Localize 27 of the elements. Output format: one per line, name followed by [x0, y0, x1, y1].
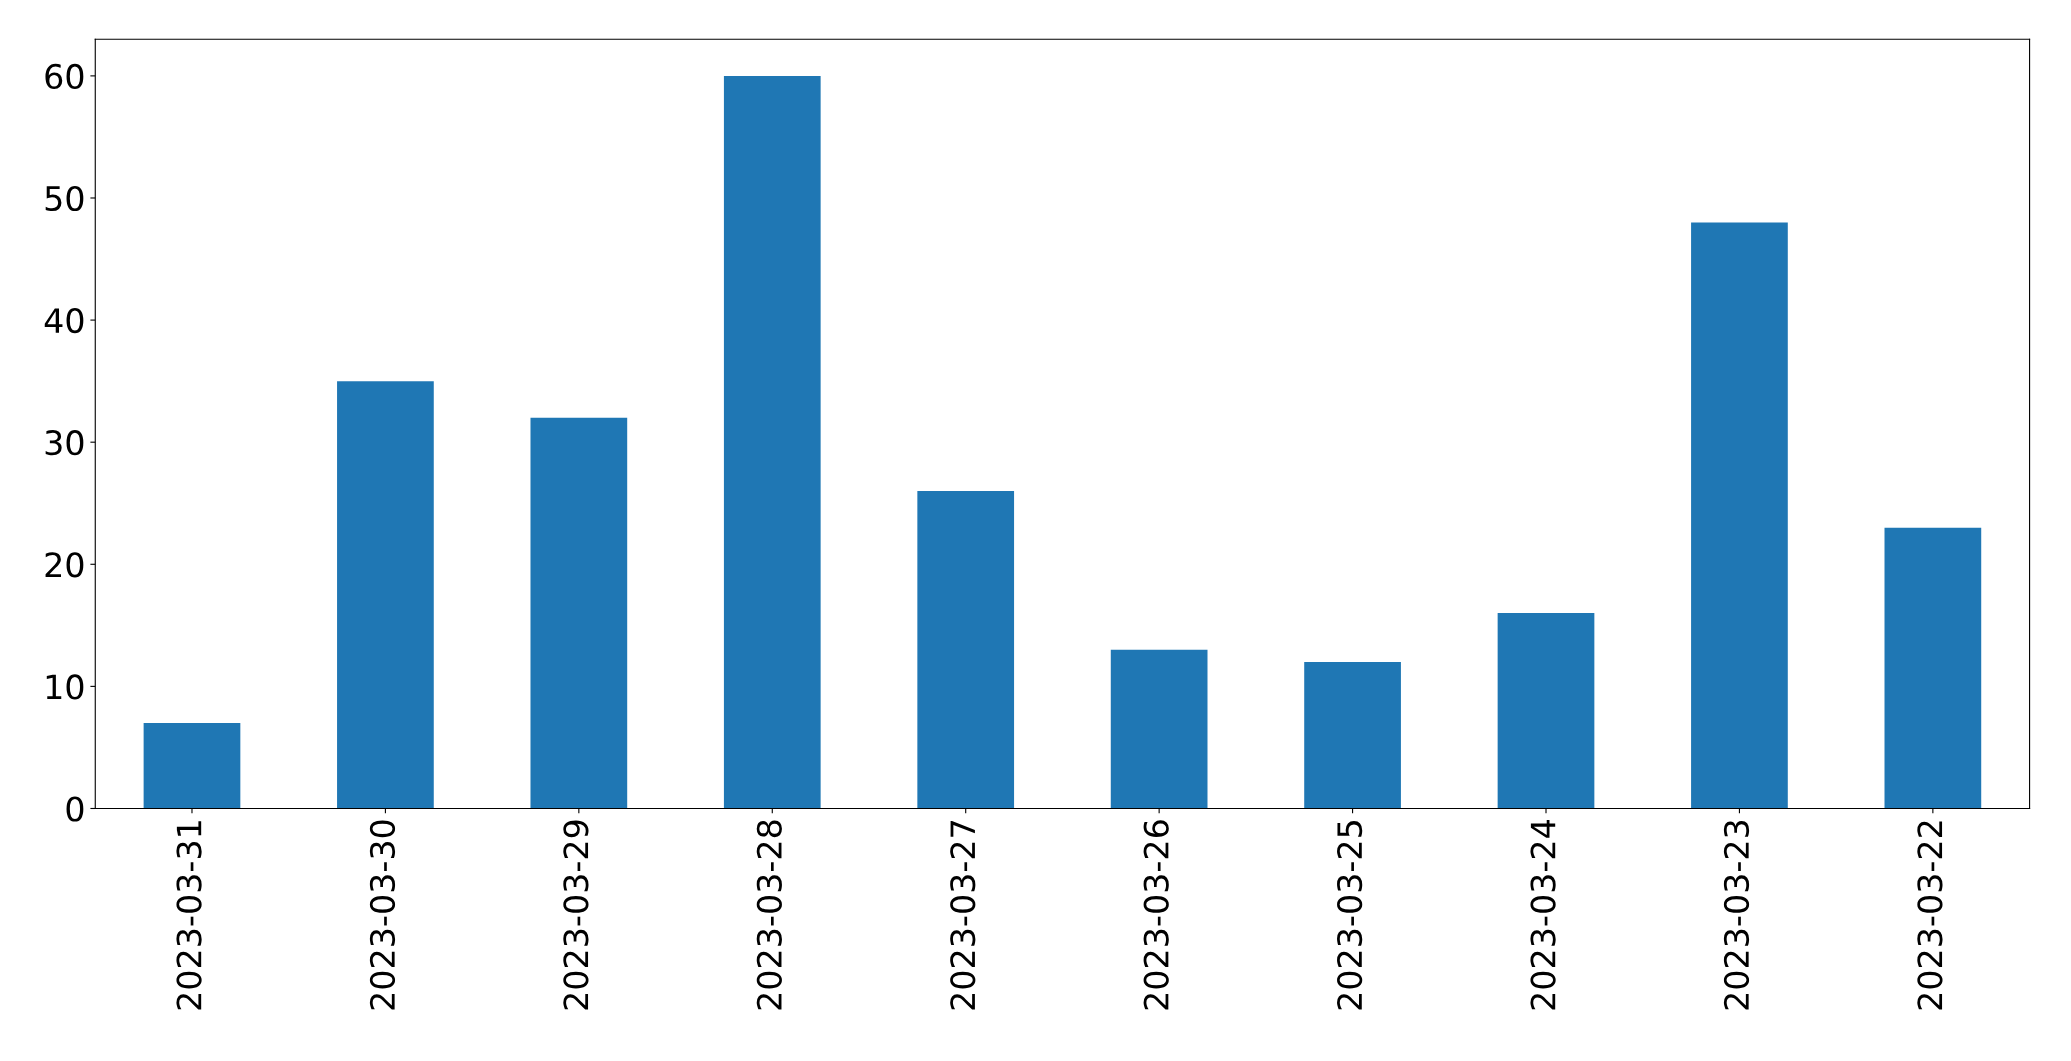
bar	[143, 723, 241, 809]
x-tick-label: 2023-03-29	[563, 820, 589, 1010]
bar	[337, 381, 434, 809]
x-tick-label: 2023-03-28	[756, 820, 782, 1010]
bar	[530, 417, 628, 809]
bar	[1304, 661, 1401, 809]
y-tick-label: 50	[45, 185, 84, 212]
x-tick-label: 2023-03-30	[369, 820, 396, 1010]
x-tick-label: 2023-03-23	[1723, 820, 1750, 1010]
x-tick-label: 2023-03-22	[1917, 821, 1943, 1010]
y-tick-label: 20	[45, 552, 84, 578]
x-tick-label: 2023-03-31	[176, 821, 202, 1010]
x-tick-label: 2023-03-27	[950, 821, 976, 1010]
bar	[1884, 527, 1982, 809]
bar	[1691, 222, 1788, 809]
x-tick-label: 2023-03-26	[1143, 820, 1169, 1010]
x-tick-label: 2023-03-25	[1337, 821, 1363, 1010]
x-tick-label: 2023-03-24	[1530, 820, 1556, 1010]
bar	[1110, 649, 1208, 809]
bar	[723, 75, 821, 809]
bar	[1497, 613, 1595, 809]
y-tick-label: 40	[44, 308, 84, 334]
y-tick-label: 60	[45, 63, 84, 90]
bar	[917, 491, 1015, 809]
y-tick-label: 0	[66, 796, 84, 822]
y-tick-label: 30	[45, 430, 84, 456]
y-tick-label: 10	[46, 674, 84, 700]
